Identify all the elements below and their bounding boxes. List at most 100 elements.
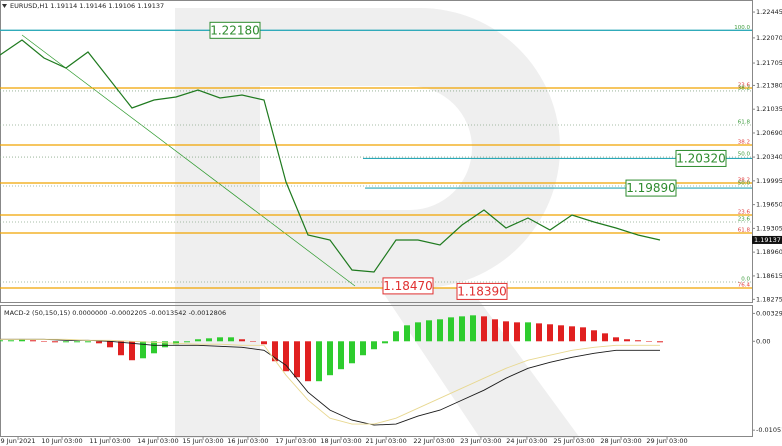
macd-bar [305,341,311,382]
y-tick-label: 1.19995 [756,177,782,185]
macd-bar [239,339,245,342]
y-tick-label: 1.18275 [756,295,782,303]
macd-bar [635,340,641,342]
macd-bar [228,337,234,342]
macd-bar [129,341,135,361]
macd-bar [415,322,421,342]
macd-bar [503,321,509,342]
main-panel-border [0,0,753,303]
macd-bar [8,340,14,342]
fib-level-label: 38.2 [738,177,750,183]
macd-bar [107,341,113,348]
macd-bar [591,330,597,342]
x-tick-label: 9 Jun 2021 [1,437,36,445]
macd-bar [426,320,432,342]
macd-line [0,338,660,426]
current-price-label: 1.19137 [754,236,781,244]
annotation-label: 1.19890 [626,181,676,195]
y-tick-label: 1.19305 [756,224,782,232]
macd-bar [261,341,267,345]
fib-level-label: 0.0 [741,276,750,282]
y-tick-label: 1.20340 [756,153,782,161]
macd-bar [470,315,476,342]
macd-bar [118,341,124,356]
x-tick-label: 15 Jun 03:00 [182,437,223,445]
macd-bar [250,341,256,342]
macd-panel-border [0,305,753,437]
x-tick-label: 14 Jun 03:00 [137,437,178,445]
annotation-box [625,179,677,197]
macd-bar [52,341,58,343]
macd-bar [613,337,619,342]
macd-bar [63,341,69,343]
macd-bar [437,319,443,342]
fib-level-label: 50.0 [738,152,751,158]
macd-bar [217,337,223,342]
x-tick-label: 16 Jun 03:00 [227,437,268,445]
y-tick-label: 1.19650 [756,201,782,209]
y-tick-label: 0.00 [756,337,770,345]
macd-bar [481,316,487,342]
y-tick-label: 1.21035 [756,105,782,113]
main-header: EURUSD,H1 1.19114 1.19146 1.19106 1.1913… [10,2,164,10]
macd-bar [349,341,355,364]
macd-bar [0,340,3,342]
fib-level-label: 38.2 [738,140,750,146]
x-tick-label: 21 Jun 03:00 [365,437,406,445]
fib-level-label: 23.6 [738,210,751,216]
macd-bar [646,341,652,342]
macd-bar [162,341,168,348]
macd-bar [492,319,498,342]
macd-bar [580,327,586,342]
macd-bar [569,326,575,342]
annotation-label: 1.18470 [383,279,433,293]
x-tick-label: 11 Jun 03:00 [89,437,130,445]
macd-bar [547,324,553,342]
macd-bar [173,341,179,345]
annotation-label: 1.22180 [210,23,260,37]
current-price-box [752,235,782,244]
macd-bar [184,341,190,343]
x-tick-label: 18 Jun 03:00 [320,437,361,445]
fib-level-label: 61.8 [738,119,751,125]
macd-bar [404,325,410,342]
annotation-box [675,149,727,167]
annotation-label: 1.20320 [676,151,726,165]
watermark-bowl [260,8,560,288]
macd-bar [459,316,465,342]
macd-bar [30,340,36,342]
x-tick-label: 23 Jun 03:00 [460,437,501,445]
macd-bar [272,341,278,362]
macd-bar [140,341,146,359]
x-tick-label: 10 Jun 03:00 [41,437,82,445]
x-tick-label: 28 Jun 03:00 [600,437,641,445]
fib-level-label: 50.0 [738,181,751,187]
annotation-box [209,21,261,39]
price-line [0,39,661,273]
macd-bar [85,341,91,343]
y-tick-label: 1.18615 [756,272,782,280]
macd-bar [514,322,520,342]
fib-level-label: 38.2 [738,85,750,91]
fib-level-label: 100.0 [734,25,750,31]
y-tick-label: 1.21380 [756,81,782,89]
annotation-box [382,277,434,295]
x-tick-label: 17 Jun 03:00 [275,437,316,445]
macd-line [0,338,660,425]
x-tick-label: 24 Jun 03:00 [506,437,547,445]
macd-bar [338,341,344,370]
macd-bar [316,341,322,382]
header-arrow [2,4,7,8]
fib-level-label: 23.6 [738,216,751,222]
macd-bar [151,341,157,354]
macd-bar [74,341,80,343]
macd-bar [195,339,201,342]
y-tick-label: 1.22070 [756,34,782,42]
annotation-label: 1.18390 [457,284,507,298]
macd-bar [624,339,630,342]
macd-bar [536,323,542,342]
macd-bar [525,322,531,342]
watermark [175,8,580,438]
macd-bar [206,338,212,342]
